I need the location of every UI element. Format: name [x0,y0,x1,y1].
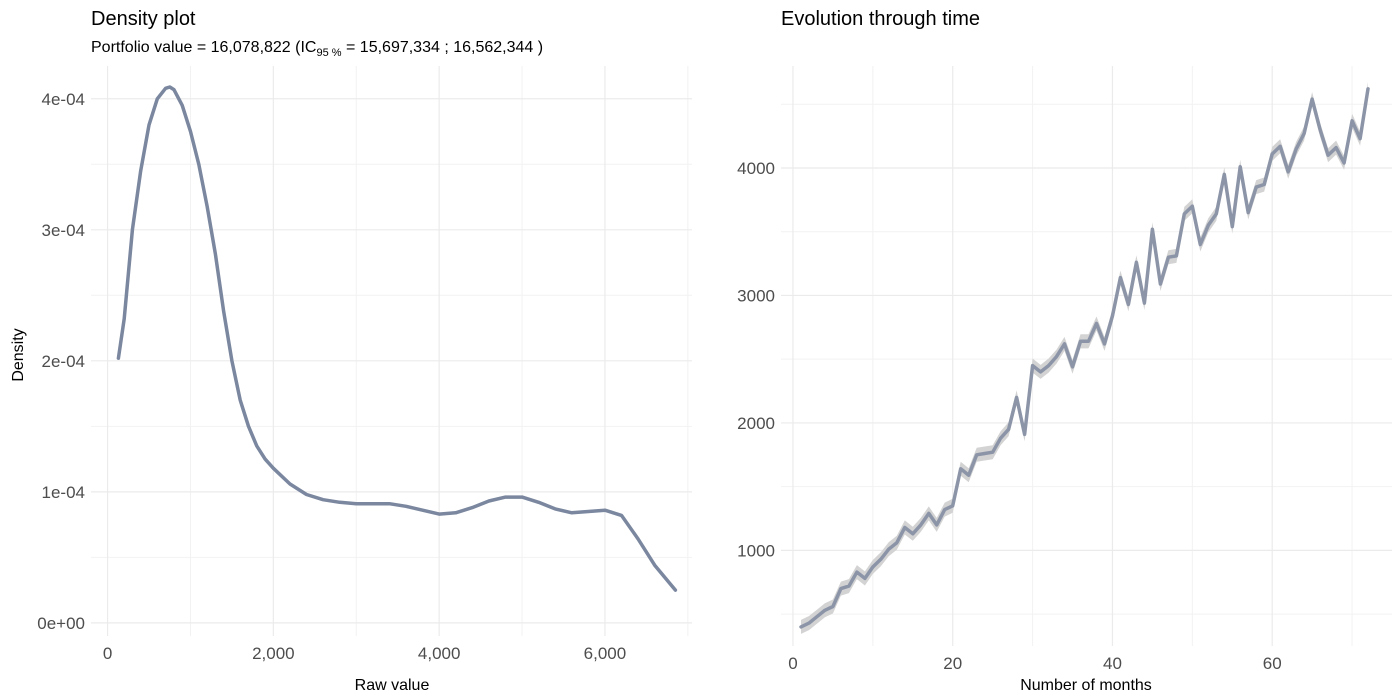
density-x-axis-label: Raw value [355,677,430,694]
x-tick-label: 0 [103,644,112,663]
evolution-title: Evolution through time [781,8,980,30]
evolution-x-ticks: 0 20 40 60 [788,654,1281,673]
y-tick-label: 1000 [737,541,775,560]
evolution-line [799,87,1370,629]
density-y-axis-label: Density [10,328,27,381]
x-tick-label: 6,000 [584,644,627,663]
y-tick-label: 3e-04 [42,221,85,240]
evolution-y-ticks: 1000 2000 3000 4000 [737,159,775,560]
x-tick-label: 20 [943,654,962,673]
y-tick-label: 0e+00 [37,614,85,633]
density-subtitle-prefix: Portfolio value = 16,078,822 (IC [91,39,316,56]
density-y-ticks: 0e+00 1e-04 2e-04 3e-04 4e-04 [37,90,85,633]
density-grid [91,66,692,636]
evolution-panel: Evolution through time 1000200030004000 … [737,8,1392,694]
y-tick-label: 1e-04 [42,483,85,502]
y-tick-label: 3000 [737,286,775,305]
density-line [116,85,678,592]
y-tick-label: 4e-04 [42,90,85,109]
evolution-x-axis-label: Number of months [1020,677,1152,694]
y-tick-label: 2e-04 [42,352,85,371]
density-subtitle-sub: 95 % [316,47,341,59]
evolution-confidence-band [801,81,1368,634]
x-tick-label: 2,000 [252,644,295,663]
x-tick-label: 4,000 [418,644,461,663]
x-tick-label: 0 [788,654,797,673]
density-title: Density plot [91,8,196,30]
density-subtitle-suffix: = 15,697,334 ; 16,562,344 ) [342,39,544,56]
density-x-ticks: 0 2,000 4,000 6,000 [103,644,626,663]
density-subtitle: Portfolio value = 16,078,822 (IC95 % = 1… [91,39,543,59]
evolution-grid [781,66,1392,646]
x-tick-label: 60 [1263,654,1282,673]
density-panel: Density plot Portfolio value = 16,078,82… [10,8,692,694]
y-tick-label: 4000 [737,159,775,178]
y-tick-label: 2000 [737,414,775,433]
x-tick-label: 40 [1103,654,1122,673]
